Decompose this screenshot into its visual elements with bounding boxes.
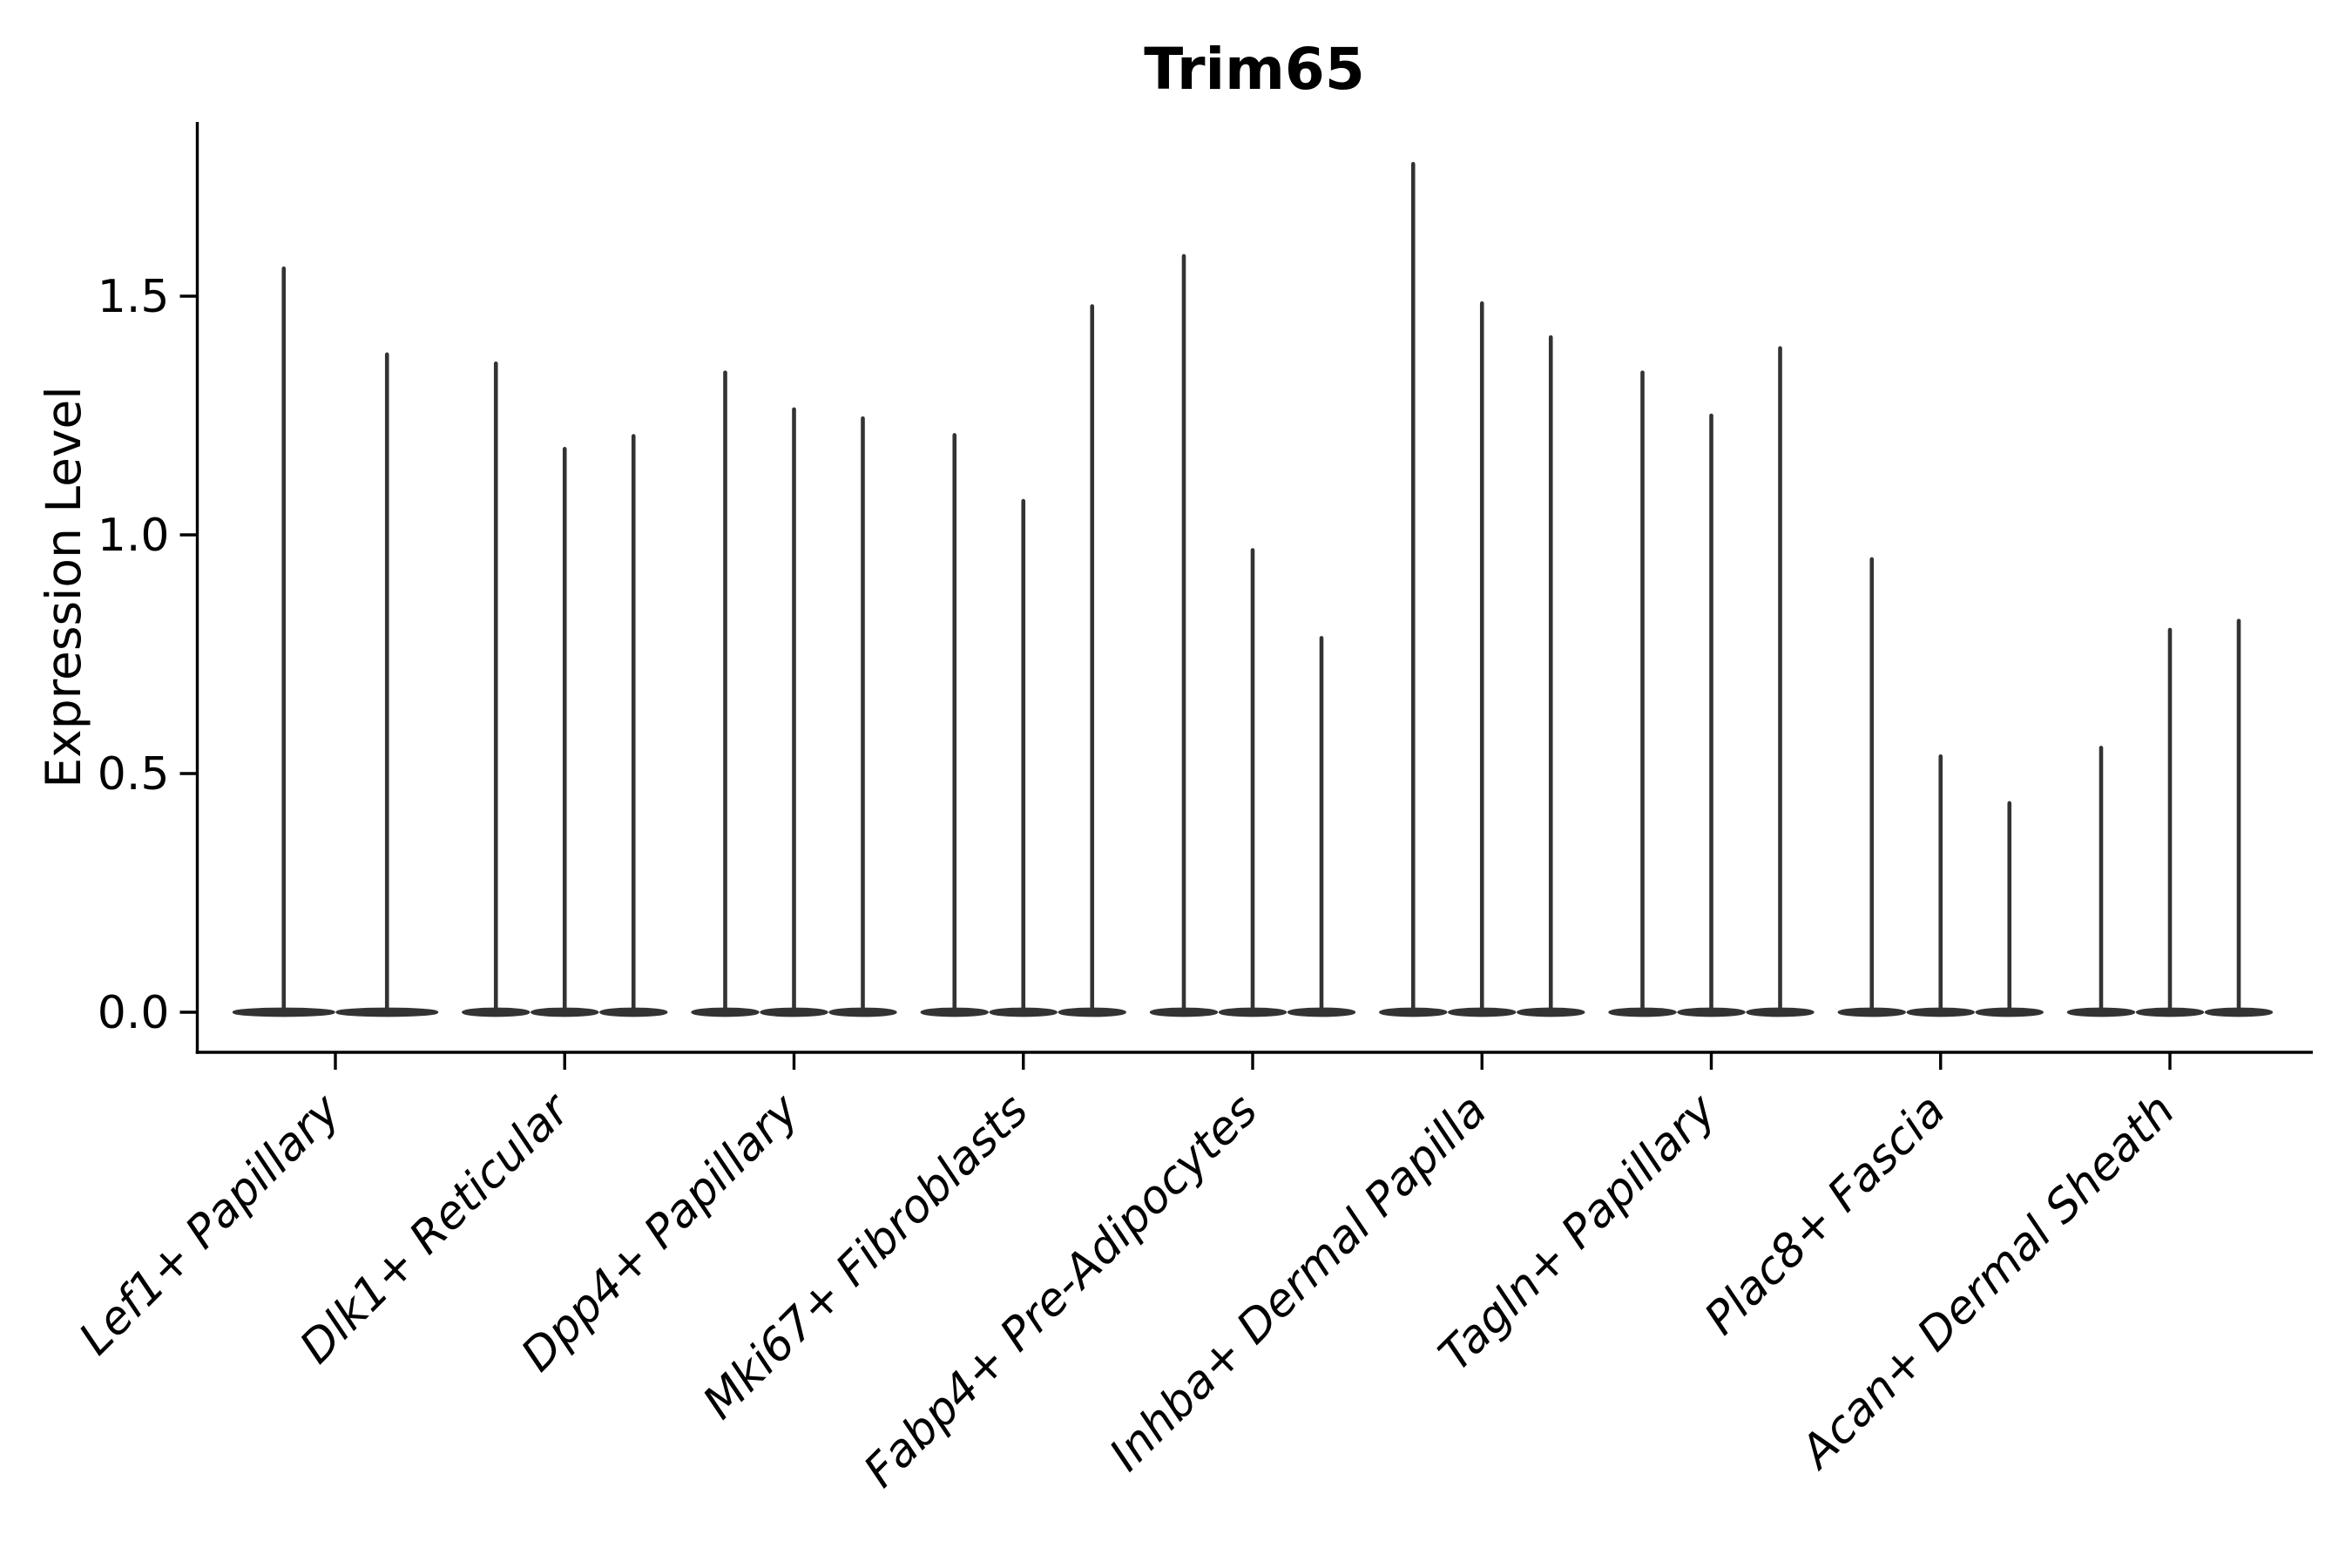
y-axis-label: Expression Level: [36, 386, 91, 787]
y-tick-label: 1.0: [98, 510, 170, 562]
y-axis-ticks: 0.0 0.5 1.0 1.5: [98, 271, 198, 1039]
violin-group: [1837, 557, 2044, 1017]
violin-group: [462, 361, 668, 1017]
y-tick-label: 0.0: [98, 987, 170, 1039]
y-tick-label: 0.5: [98, 748, 170, 801]
x-category-label: Acan+ Dermal Sheath: [1789, 1085, 2185, 1480]
violin-group: [232, 266, 439, 1017]
violin-group: [1149, 253, 1356, 1017]
violins: [232, 161, 2274, 1017]
violin-group: [691, 370, 897, 1017]
violin-group: [920, 304, 1126, 1017]
violin-group: [2066, 618, 2274, 1017]
axes: [195, 122, 2313, 1054]
chart-title: Trim65: [1144, 36, 1365, 103]
x-category-label: Fabp4+ Pre-Adipocytes: [855, 1085, 1268, 1498]
violin-group: [1379, 161, 1585, 1017]
violin-group: [1608, 346, 1815, 1017]
x-category-label: Plac8+ Fascia: [1695, 1085, 1956, 1345]
y-tick-label: 1.5: [98, 271, 170, 323]
x-category-label: Inhba+ Dermal Papilla: [1100, 1085, 1497, 1482]
